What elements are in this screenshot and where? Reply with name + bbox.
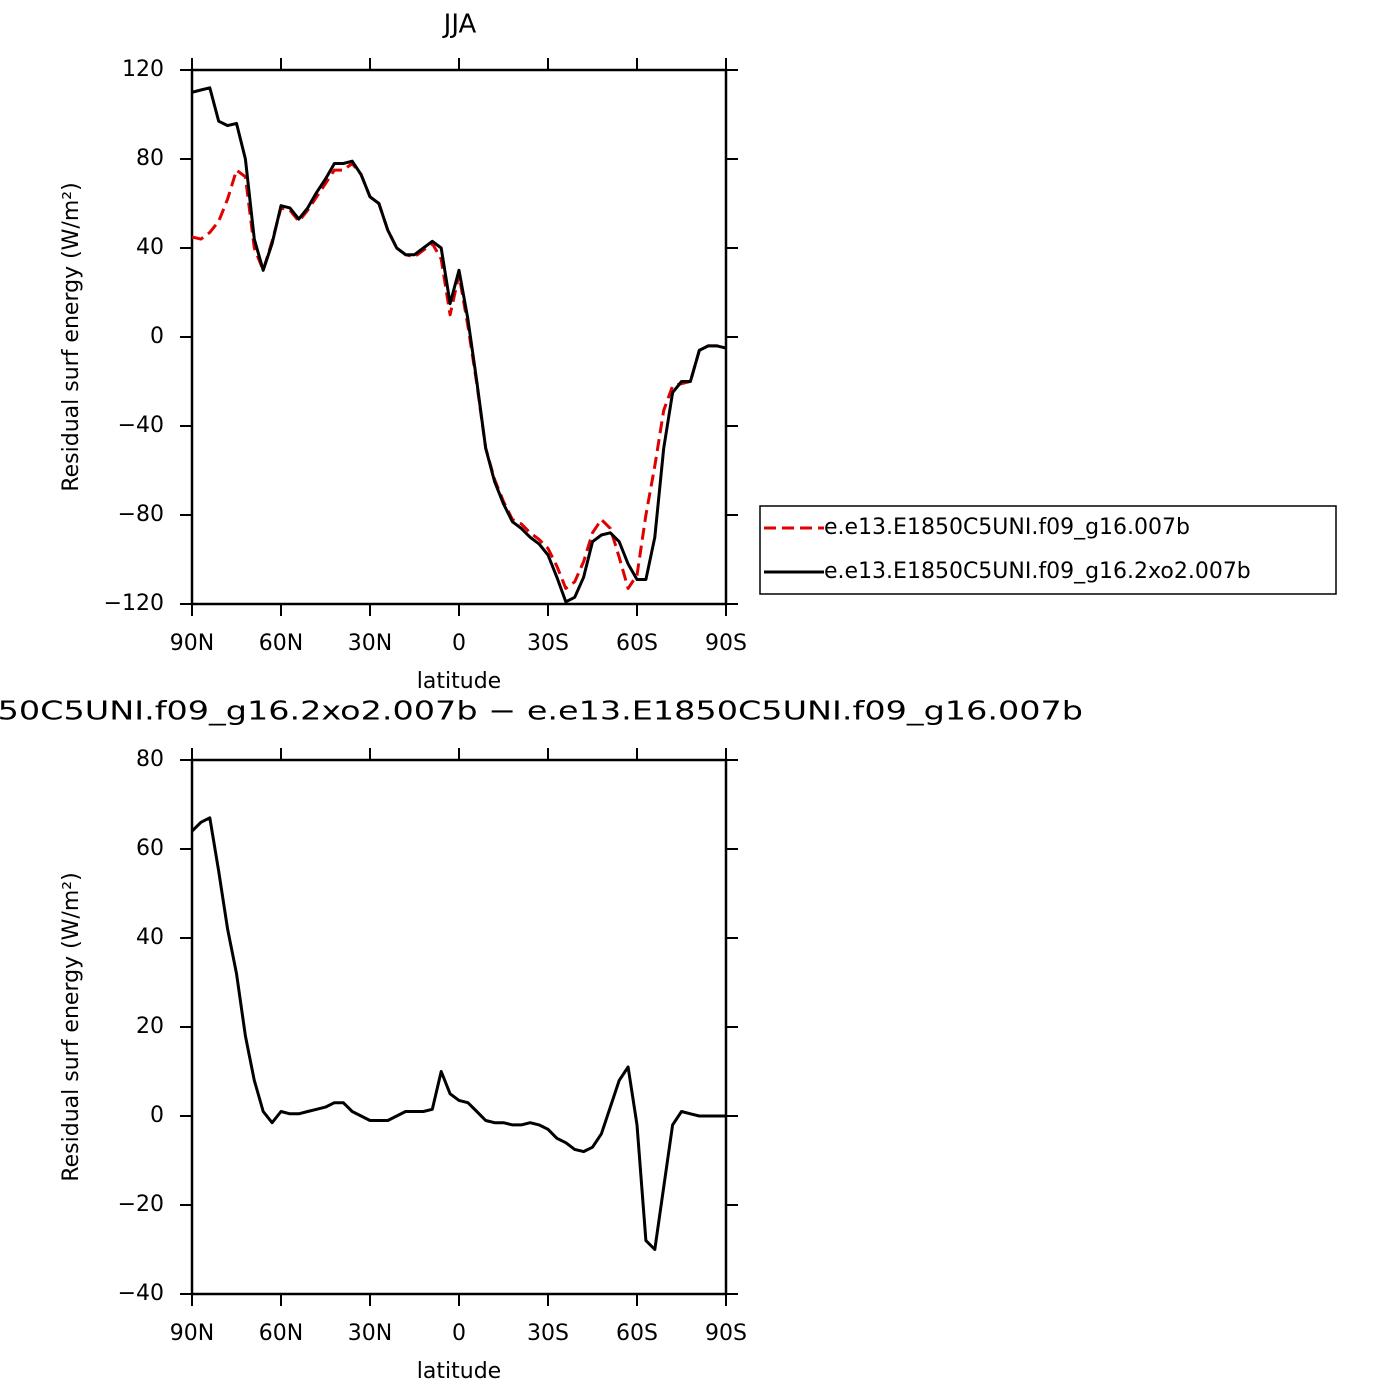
y-tick-label: 0 [150,1103,164,1128]
series-line [191,162,727,590]
y-tick-label: 80 [136,146,164,171]
legend-label: e.e13.E1850C5UNI.f09_g16.007b [824,515,1190,540]
x-tick-label: 0 [452,1321,466,1346]
y-tick-label: −40 [118,1281,164,1306]
x-axis-label: latitude [417,1359,501,1384]
x-tick-label: 60N [259,631,303,656]
series-line [190,816,726,1251]
x-tick-label: 60S [616,1321,658,1346]
y-axis-label: Residual surf energy (W/m²) [59,182,84,491]
x-tick-label: 60N [259,1321,303,1346]
x-tick-label: 30S [527,631,569,656]
x-tick-label: 90N [170,1321,214,1346]
x-tick-label: 90S [705,1321,747,1346]
y-axis-label: Residual surf energy (W/m²) [59,872,84,1181]
x-tick-label: 90N [170,631,214,656]
plot-frame [190,758,728,1296]
x-tick-label: 60S [616,631,658,656]
y-tick-label: −120 [104,591,164,616]
y-tick-label: 120 [122,57,164,82]
x-tick-label: 30N [348,1321,392,1346]
y-tick-label: 60 [136,836,164,861]
y-tick-label: 40 [136,235,164,260]
x-tick-label: 0 [452,631,466,656]
chart-title: JJA [442,10,477,40]
y-tick-label: 80 [136,747,164,772]
chart-title: e.e13.E1850C5UNI.f09_g16.2xo2.007b − e.e… [0,697,1083,727]
x-tick-label: 90S [705,631,747,656]
plot-frame [190,68,728,606]
y-tick-label: 20 [136,1014,164,1039]
series-line [191,86,727,604]
y-tick-label: 40 [136,925,164,950]
y-tick-label: 0 [150,324,164,349]
x-tick-label: 30S [527,1321,569,1346]
y-tick-label: −20 [118,1192,164,1217]
x-tick-label: 30N [348,631,392,656]
y-tick-label: −80 [118,502,164,527]
x-axis-label: latitude [417,669,501,694]
y-tick-label: −40 [118,413,164,438]
legend-label: e.e13.E1850C5UNI.f09_g16.2xo2.007b [824,559,1251,584]
legend-box [759,505,1337,595]
